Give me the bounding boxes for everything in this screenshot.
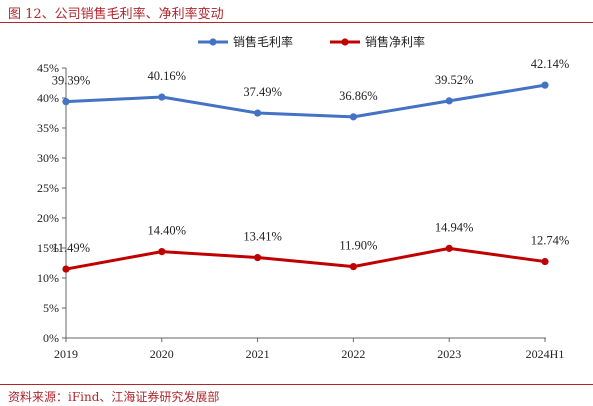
data-point <box>541 257 549 266</box>
series-line <box>65 83 546 119</box>
data-point <box>445 244 453 252</box>
data-label: 13.41% <box>243 230 282 244</box>
data-label: 12.74% <box>531 234 570 248</box>
x-tick-label: 2019 <box>54 347 78 361</box>
data-point <box>254 253 262 262</box>
series-line <box>65 246 546 271</box>
data-label: 40.16% <box>148 69 187 83</box>
x-tick-label: 2020 <box>150 347 174 361</box>
y-tick-label: 45% <box>37 61 59 75</box>
data-point <box>62 98 70 106</box>
legend-label: 销售毛利率 <box>233 34 293 49</box>
y-tick-label: 20% <box>37 211 59 225</box>
series-gross-margin: 39.39% 40.16% 37.49% 36.86% 39.52% 42.14% <box>52 57 570 121</box>
y-tick-label: 35% <box>37 121 59 135</box>
x-tick-label: 2021 <box>246 347 270 361</box>
legend-item-net-margin: 销售净利率 <box>330 34 425 49</box>
source-divider <box>0 384 593 385</box>
legend-label: 销售净利率 <box>365 34 425 49</box>
data-label: 37.49% <box>243 85 282 99</box>
data-point <box>158 93 166 101</box>
x-tick-label: 2024H1 <box>526 347 565 361</box>
data-point <box>445 97 453 105</box>
y-tick-label: 40% <box>37 91 59 105</box>
y-tick-label: 10% <box>37 271 59 285</box>
chart-series: 39.39% 40.16% 37.49% 36.86% 39.52% 42.14% 11.4… <box>52 57 570 273</box>
data-point <box>254 109 262 117</box>
figure-title: 图 12、公司销售毛利率、净利率变动 <box>8 7 224 22</box>
data-label: 11.90% <box>339 239 377 253</box>
data-point <box>349 113 357 121</box>
y-tick-label: 0% <box>43 331 59 345</box>
data-label: 36.86% <box>339 89 378 103</box>
data-label: 11.49% <box>52 241 90 255</box>
data-label: 42.14% <box>531 57 570 71</box>
data-point <box>158 248 166 256</box>
data-label: 14.40% <box>148 224 187 238</box>
data-label: 39.39% <box>52 74 91 88</box>
x-tick-label: 2022 <box>341 347 365 361</box>
line-chart: 销售毛利率 销售净利率 0% 5% 10% 15% 20% 25% 30% 35% 40% 45% 2… <box>37 34 570 361</box>
source-note: 资料来源：iFind、江海证券研究发展部 <box>8 390 220 404</box>
data-label: 14.94% <box>435 220 474 234</box>
data-point <box>349 263 357 271</box>
series-net-margin: 11.49% 14.40% 13.41% 11.90% 14.94% 12.74% <box>52 220 570 273</box>
data-label: 39.52% <box>435 73 474 87</box>
legend-swatch-marker <box>341 38 349 46</box>
y-tick-label: 15% <box>37 241 59 255</box>
title-divider <box>0 22 593 23</box>
legend-swatch-marker <box>209 38 217 46</box>
y-tick-label: 5% <box>43 301 59 315</box>
x-tick-label: 2023 <box>437 347 461 361</box>
y-tick-label: 30% <box>37 151 59 165</box>
chart-axes: 0% 5% 10% 15% 20% 25% 30% 35% 40% 45% 2019 2020 2021… <box>37 61 564 361</box>
y-tick-label: 25% <box>37 181 59 195</box>
data-point <box>541 81 549 89</box>
chart-legend: 销售毛利率 销售净利率 <box>198 34 425 49</box>
data-point <box>62 265 70 273</box>
legend-item-gross-margin: 销售毛利率 <box>198 34 293 49</box>
